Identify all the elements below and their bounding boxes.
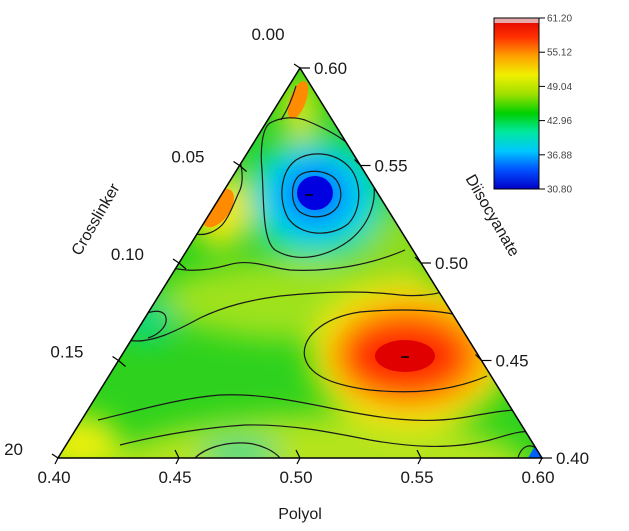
contour-lines	[97, 85, 541, 458]
tick-label-right: 0.50	[435, 254, 468, 273]
colorbar-label: 36.88	[547, 150, 572, 161]
tick-label-left: 0.15	[50, 343, 83, 362]
contour-line	[127, 284, 469, 342]
contour-line	[119, 424, 531, 447]
tick-left	[112, 356, 119, 361]
tick-label-right: 0.55	[375, 157, 408, 176]
core-orange-upper-left	[202, 188, 234, 228]
colorbar-top-cap	[494, 18, 539, 23]
band-teal-bottom	[200, 438, 280, 458]
colorbar-label: 42.96	[547, 116, 572, 127]
colorbar-ticks: 61.20 55.12 49.04 42.96 36.88 30.80	[539, 14, 572, 196]
tick-bottom-inner	[174, 449, 180, 459]
tick-bottom	[417, 457, 422, 465]
tick-label-bottom: 0.50	[279, 468, 312, 487]
core-darkred-right	[375, 340, 435, 372]
tick-left	[51, 453, 59, 459]
band-teal-left	[118, 298, 178, 342]
tick-right-inner	[475, 354, 482, 361]
tick-left	[233, 161, 240, 166]
tick-left	[293, 63, 301, 69]
tick-right-inner	[354, 159, 361, 166]
tick-bottom	[538, 457, 543, 465]
tick-left-inner	[239, 165, 247, 172]
tick-bottom	[54, 457, 59, 465]
contour-color-cores	[202, 81, 542, 458]
tick-label-bottom: 0.40	[37, 468, 70, 487]
colorbar-label: 49.04	[547, 82, 572, 93]
contour-line	[195, 154, 243, 236]
axis-title-bottom: Polyol	[278, 506, 322, 523]
contour-plot-area	[56, 66, 544, 459]
tick-bottom	[175, 457, 180, 465]
tick-left	[172, 258, 180, 264]
tick-bottom-inner	[416, 449, 422, 459]
colorbar-label: 55.12	[547, 48, 572, 59]
colorbar-frame	[493, 17, 540, 190]
tick-label-right: 0.40	[556, 449, 589, 468]
tick-left-inner	[118, 360, 126, 367]
contour-line	[291, 170, 342, 218]
contour-line	[281, 153, 360, 234]
axis-tick-labels: 0.40 0.45 0.50 0.55 0.60 0.00 0.05 0.10 0.15 20 0.…	[4, 25, 589, 487]
tick-label-right: 0.60	[314, 59, 347, 78]
core-blue-corner	[528, 446, 542, 458]
contour-line	[194, 442, 281, 458]
core-blue-center	[297, 176, 333, 210]
tick-right-inner	[414, 256, 422, 264]
core-orange-top	[287, 81, 309, 119]
contour-line	[280, 85, 297, 121]
tick-left-inner	[178, 262, 187, 270]
tick-bottom	[296, 457, 301, 465]
axis-ticks	[51, 63, 552, 465]
band-yellow-bottom-left	[58, 415, 120, 458]
tick-label-left: 0.05	[171, 148, 204, 167]
tick-label-left: 0.00	[251, 25, 284, 44]
colorbar-ramp	[494, 18, 539, 189]
contour-line	[97, 394, 521, 422]
contour-line	[260, 117, 375, 258]
tick-label-left: 0.10	[111, 245, 144, 264]
colorbar-label: 30.80	[547, 185, 572, 196]
tick-bottom-inner	[295, 449, 301, 459]
contour-line	[172, 249, 406, 271]
contour-line	[303, 309, 488, 393]
tick-label-bottom: 0.45	[158, 468, 191, 487]
extremum-markers	[305, 194, 409, 358]
colorbar: 61.20 55.12 49.04 42.96 36.88 30.80	[493, 14, 572, 196]
tick-label-right: 0.45	[496, 352, 529, 371]
colorbar-label: 61.20	[547, 14, 572, 25]
tick-label-left: 20	[4, 440, 23, 459]
tick-label-bottom: 0.60	[521, 468, 554, 487]
tick-label-bottom: 0.55	[400, 468, 433, 487]
